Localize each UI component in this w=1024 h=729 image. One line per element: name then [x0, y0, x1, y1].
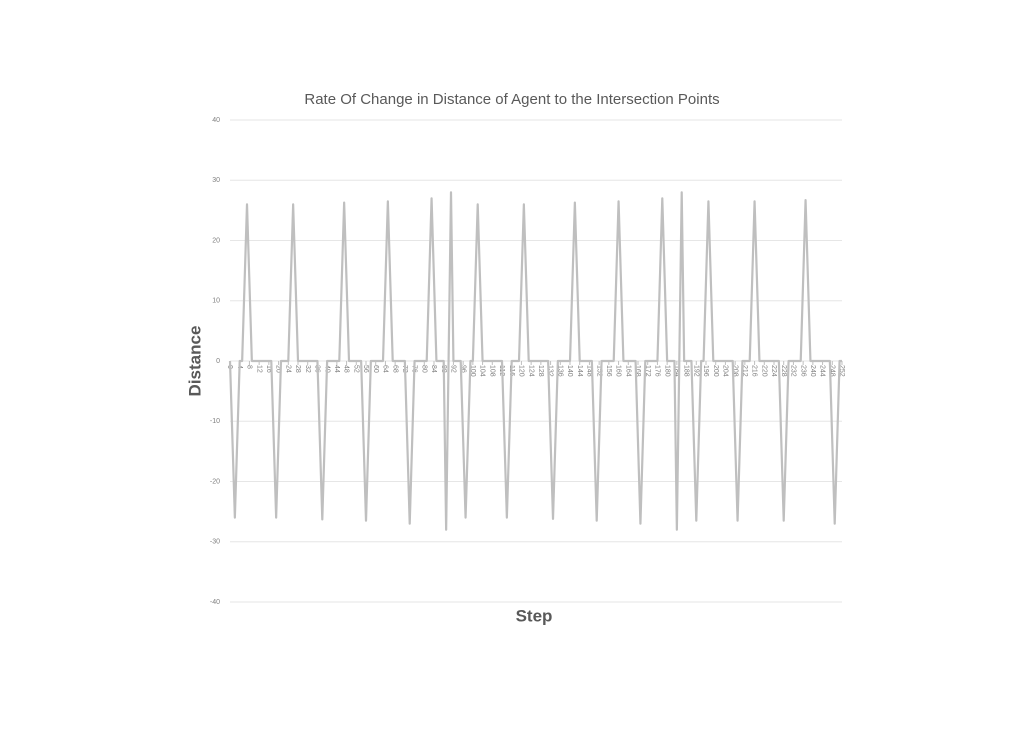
x-tick-label: 168 [634, 365, 641, 377]
x-tick-label: 164 [624, 365, 631, 377]
x-tick-label: 64 [382, 365, 389, 373]
x-tick-label: 196 [702, 365, 709, 377]
x-tick-label: 144 [576, 365, 583, 377]
x-tick-label: 212 [741, 365, 748, 377]
x-tick-label: 24 [284, 365, 291, 373]
x-tick-label: 180 [663, 365, 670, 377]
x-tick-label: 136 [556, 365, 563, 377]
x-tick-label: 48 [343, 365, 350, 373]
x-tick-label: 124 [527, 365, 534, 377]
y-tick-label: 10 [212, 298, 220, 305]
x-tick-label: 172 [644, 365, 651, 377]
x-tick-label: 96 [459, 365, 466, 373]
x-tick-label: 56 [362, 365, 369, 373]
chart-title: Rate Of Change in Distance of Agent to t… [304, 91, 719, 108]
y-tick-label: 30 [212, 177, 220, 184]
x-tick-label: 92 [450, 365, 457, 373]
x-tick-label: 128 [537, 365, 544, 377]
x-tick-label: 192 [692, 365, 699, 377]
x-tick-label: 8 [246, 365, 253, 369]
x-tick-label: 188 [683, 365, 690, 377]
x-tick-label: 104 [479, 365, 486, 377]
x-tick-label: 216 [751, 365, 758, 377]
x-tick-label: 84 [430, 365, 437, 373]
y-tick-label: -30 [210, 539, 220, 546]
x-tick-label: 200 [712, 365, 719, 377]
x-tick-label: 244 [819, 365, 826, 377]
x-tick-label: 16 [265, 365, 272, 373]
x-tick-label: 224 [770, 365, 777, 377]
data-line [228, 191, 842, 531]
x-tick-label: 32 [304, 365, 311, 373]
x-tick-label: 20 [275, 365, 282, 373]
x-tick-label: 68 [391, 365, 398, 373]
x-tick-label: 204 [722, 365, 729, 377]
x-tick-label: 108 [488, 365, 495, 377]
x-tick-label: 60 [372, 365, 379, 373]
y-tick-label: -20 [210, 478, 220, 485]
x-tick-label: 120 [518, 365, 525, 377]
x-tick-label: 240 [809, 365, 816, 377]
x-tick-label: 52 [352, 365, 359, 373]
x-tick-label: 232 [790, 365, 797, 377]
x-tick-label: 176 [654, 365, 661, 377]
x-tick-label: 148 [586, 365, 593, 377]
x-tick-label: 220 [760, 365, 767, 377]
x-tick-label: 12 [255, 365, 262, 373]
x-tick-label: 156 [605, 365, 612, 377]
x-tick-label: 228 [780, 365, 787, 377]
x-tick-label: 236 [799, 365, 806, 377]
x-tick-label: 160 [615, 365, 622, 377]
y-tick-label: -40 [210, 599, 220, 606]
y-axis-title: Distance [185, 326, 204, 397]
y-tick-label: 40 [212, 117, 220, 124]
y-tick-label: 20 [212, 237, 220, 244]
x-tick-label: 140 [566, 365, 573, 377]
x-tick-label: 80 [420, 365, 427, 373]
x-tick-label: 44 [333, 365, 340, 373]
y-tick-label: -10 [210, 418, 220, 425]
x-tick-label: 184 [673, 365, 680, 377]
x-tick-label: 208 [731, 365, 738, 377]
x-tick-label: 132 [547, 365, 554, 377]
x-tick-label: 100 [469, 365, 476, 377]
x-tick-label: 252 [838, 365, 845, 377]
x-tick-label: 152 [595, 365, 602, 377]
x-tick-label: 28 [294, 365, 301, 373]
y-tick-label: 0 [216, 358, 220, 365]
x-axis-title: Step [516, 606, 553, 625]
x-tick-label: 248 [828, 365, 835, 377]
